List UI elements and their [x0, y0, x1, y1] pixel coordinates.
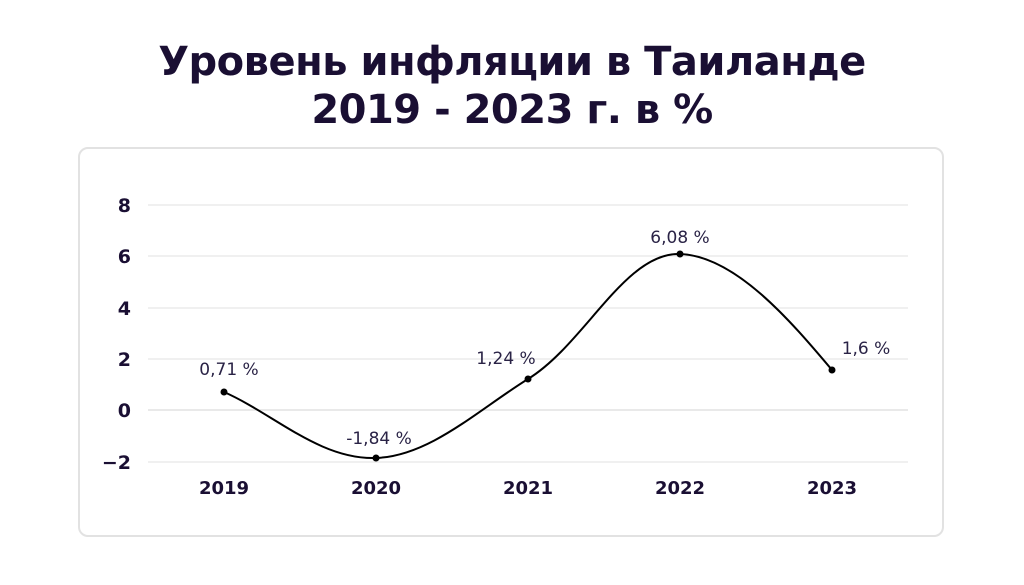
y-tick: −2 [102, 452, 131, 474]
chart-card [78, 147, 944, 537]
data-label: 1,24 % [476, 349, 535, 369]
y-axis-ticks: 8 6 4 2 0 −2 [102, 195, 131, 474]
data-point [524, 375, 532, 383]
y-tick: 2 [118, 349, 131, 371]
data-label: 0,71 % [199, 360, 258, 380]
x-tick: 2023 [807, 478, 857, 499]
data-label: -1,84 % [346, 429, 412, 449]
x-tick: 2022 [655, 478, 705, 499]
chart-title-line1: Уровень инфляции в Таиланде [158, 39, 866, 85]
chart-title: Уровень инфляции в Таиланде 2019 - 2023 … [0, 38, 1024, 134]
data-point [676, 250, 684, 258]
y-tick: 4 [118, 298, 131, 320]
y-axis-gridlines [148, 204, 908, 463]
data-points [220, 250, 836, 462]
chart-title-line2: 2019 - 2023 г. в % [311, 87, 713, 133]
data-point [372, 454, 380, 462]
x-axis-ticks: 2019 2020 2021 2022 2023 [199, 478, 857, 499]
x-tick: 2019 [199, 478, 249, 499]
data-label: 6,08 % [650, 228, 709, 248]
y-tick: 8 [118, 195, 131, 217]
data-labels: 0,71 % -1,84 % 1,24 % 6,08 % 1,6 % [199, 228, 890, 449]
x-tick: 2021 [503, 478, 553, 499]
y-tick: 0 [118, 400, 131, 422]
y-tick: 6 [118, 246, 131, 268]
data-label: 1,6 % [842, 339, 891, 359]
data-point [220, 388, 228, 396]
x-tick: 2020 [351, 478, 401, 499]
data-point [828, 366, 836, 374]
